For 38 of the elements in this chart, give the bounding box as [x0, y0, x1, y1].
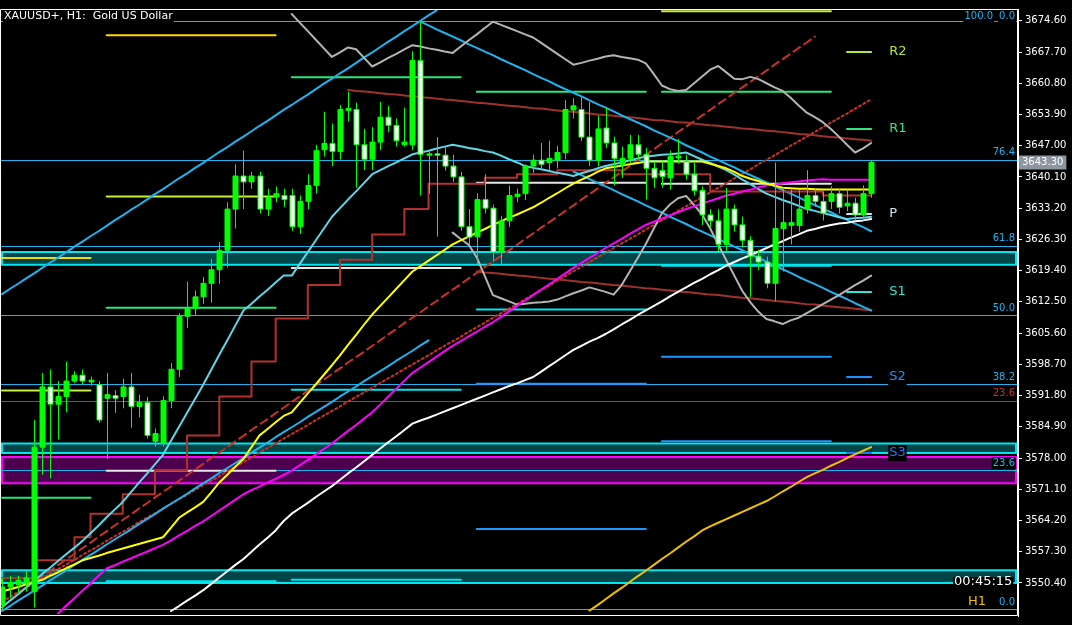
y-tick-label: 3660.80 [1025, 76, 1067, 88]
y-tick-label: 3674.60 [1025, 14, 1067, 26]
annotation: 100.0 [964, 9, 994, 21]
y-tick-label: 3605.60 [1025, 326, 1067, 338]
chart-title: XAUUSD+, H1: Gold US Dollar [4, 9, 174, 23]
series-label: R1 [889, 120, 907, 136]
annotation: 23.6 [992, 456, 1015, 468]
series-label: S1 [889, 283, 906, 299]
y-tick-label: 3591.80 [1025, 389, 1067, 401]
series-label: P [889, 205, 898, 221]
series-label: S2 [889, 368, 906, 384]
annotation: 76.4 [992, 146, 1015, 158]
y-tick-label: 3640.10 [1025, 170, 1067, 182]
y-tick-label: 3612.50 [1025, 295, 1067, 307]
y-tick-label: 3578.00 [1025, 451, 1067, 463]
text: 3643.30 [1022, 156, 1064, 168]
y-tick-label: 3584.90 [1025, 420, 1067, 432]
series-label: S3 [889, 444, 906, 460]
y-tick-label: 3564.20 [1025, 514, 1067, 526]
y-tick-label: 3557.30 [1025, 545, 1067, 557]
annotation: 50.0 [992, 301, 1015, 313]
text: H1 [968, 592, 987, 608]
annotation: 61.8 [992, 232, 1015, 244]
annotation: 23.6 [992, 387, 1015, 399]
annotation: 0.0 [999, 9, 1015, 21]
y-tick-label: 3667.70 [1025, 45, 1067, 57]
annotation: 0.0 [999, 595, 1015, 607]
y-tick-label: 3647.00 [1025, 139, 1067, 151]
y-tick-label: 3598.70 [1025, 357, 1067, 369]
y-tick-label: 3633.20 [1025, 201, 1067, 213]
y-tick-label: 3619.40 [1025, 264, 1067, 276]
y-tick-label: 3653.90 [1025, 108, 1067, 120]
y-tick-label: 3626.30 [1025, 232, 1067, 244]
annotation: 38.2 [992, 370, 1015, 382]
series-label: R2 [889, 43, 907, 59]
y-tick-label: 3550.40 [1025, 576, 1067, 588]
text: 00:45:15 [954, 572, 1013, 588]
y-tick-label: 3571.10 [1025, 482, 1067, 494]
